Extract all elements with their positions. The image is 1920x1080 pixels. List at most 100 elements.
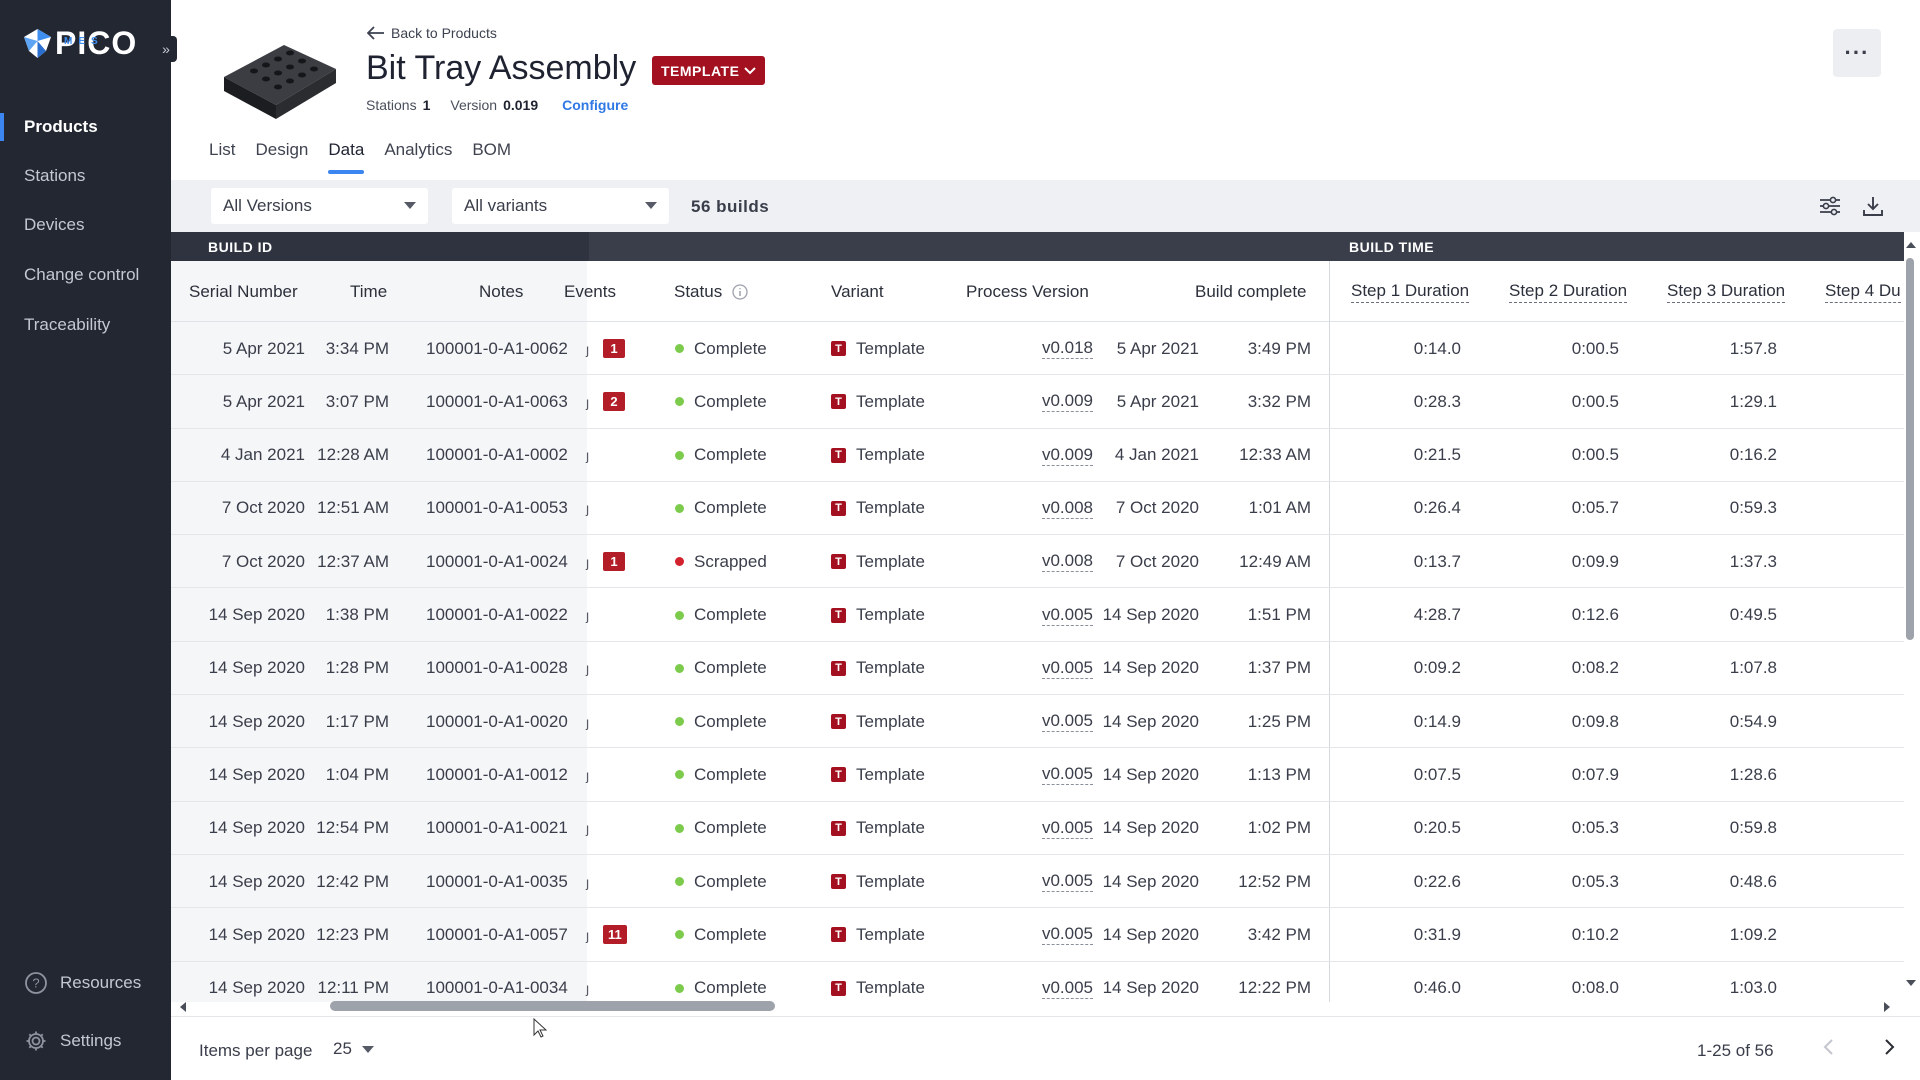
notes-icon[interactable]: ȷ: [586, 926, 590, 943]
col-variant[interactable]: Variant: [831, 261, 884, 322]
scroll-right-arrow-icon[interactable]: [1882, 1000, 1892, 1014]
event-count-badge[interactable]: 2: [603, 392, 625, 412]
items-per-page-select[interactable]: 25: [333, 1039, 374, 1059]
table-row[interactable]: 14 Sep 2020 1:28 PM 100001-0-A1-0028 ȷ Compl…: [171, 642, 1904, 696]
table-row[interactable]: 14 Sep 2020 12:11 PM 100001-0-A1-0034 ȷ Comp…: [171, 962, 1904, 1002]
process-version-link[interactable]: v0.009: [1041, 444, 1093, 466]
process-version-link[interactable]: v0.005: [1041, 764, 1093, 786]
tab-design[interactable]: Design: [255, 140, 309, 159]
cell-step2-duration: 0:07.9: [1571, 764, 1619, 784]
column-settings-button[interactable]: [1814, 190, 1846, 222]
notes-icon[interactable]: ȷ: [586, 820, 590, 837]
cell-time: 12:11 PM: [317, 978, 389, 998]
notes-icon[interactable]: ȷ: [586, 393, 590, 410]
process-version-link[interactable]: v0.005: [1041, 817, 1093, 839]
table-row[interactable]: 4 Jan 2021 12:28 AM 100001-0-A1-0002 ȷ Compl…: [171, 429, 1904, 482]
notes-icon[interactable]: ȷ: [586, 713, 590, 730]
variants-select[interactable]: All variants: [452, 188, 669, 224]
mouse-cursor-icon: [533, 1018, 547, 1038]
process-version-link[interactable]: v0.008: [1041, 497, 1093, 519]
event-count-badge[interactable]: 1: [603, 339, 625, 358]
col-build-complete[interactable]: Build complete: [1195, 261, 1307, 322]
notes-icon[interactable]: ȷ: [586, 766, 590, 783]
notes-icon[interactable]: ȷ: [586, 873, 590, 890]
table-row[interactable]: 14 Sep 2020 1:38 PM 100001-0-A1-0022 ȷ Compl…: [171, 589, 1904, 642]
table-row[interactable]: 14 Sep 2020 1:04 PM 100001-0-A1-0012 ȷ Compl…: [171, 748, 1904, 802]
notes-icon[interactable]: ȷ: [586, 980, 590, 997]
table-row[interactable]: 7 Oct 2020 12:37 AM 100001-0-A1-0024 ȷ 1 Scra…: [171, 535, 1904, 589]
template-badge-dropdown[interactable]: TEMPLATE: [652, 56, 766, 85]
sidebar-item-traceability[interactable]: Traceability: [0, 305, 171, 345]
notes-icon[interactable]: ȷ: [586, 660, 590, 677]
previous-page-button[interactable]: [1821, 1037, 1835, 1057]
sidebar-item-resources[interactable]: ? Resources: [24, 968, 141, 998]
sidebar-item-settings[interactable]: Settings: [24, 1026, 121, 1056]
scroll-down-arrow-icon[interactable]: [1904, 978, 1918, 988]
cell-step2-duration: 0:10.2: [1571, 924, 1619, 944]
vertical-scroll-thumb[interactable]: [1906, 258, 1914, 640]
more-options-button[interactable]: ···: [1833, 29, 1881, 77]
process-version-link[interactable]: v0.005: [1041, 604, 1093, 626]
cell-status: Complete: [675, 642, 805, 695]
status-text: Complete: [694, 391, 767, 411]
col-step4-duration[interactable]: Step 4 Du: [1825, 261, 1901, 322]
table-row[interactable]: 14 Sep 2020 1:17 PM 100001-0-A1-0020 ȷ Compl…: [171, 695, 1904, 749]
status-dot-icon: [675, 503, 684, 513]
table-row[interactable]: 14 Sep 2020 12:54 PM 100001-0-A1-0021 ȷ Comp…: [171, 802, 1904, 855]
tab-data[interactable]: Data: [328, 140, 364, 174]
event-count-badge[interactable]: 11: [603, 925, 627, 945]
status-dot-icon: [675, 877, 684, 886]
process-version-link[interactable]: v0.005: [1041, 871, 1093, 892]
next-page-button[interactable]: [1883, 1037, 1897, 1057]
cell-step1-duration: 0:46.0: [1413, 978, 1461, 998]
tab-analytics[interactable]: Analytics: [384, 140, 453, 159]
table-row[interactable]: 14 Sep 2020 12:23 PM 100001-0-A1-0057 ȷ 11 Co…: [171, 908, 1904, 962]
notes-icon[interactable]: ȷ: [586, 500, 590, 517]
notes-icon[interactable]: ȷ: [586, 340, 590, 357]
horizontal-scroll-thumb[interactable]: [330, 1001, 775, 1011]
col-serial-number[interactable]: Serial Number: [189, 261, 298, 322]
event-count-badge[interactable]: 1: [603, 552, 625, 572]
table-row[interactable]: 5 Apr 2021 3:07 PM 100001-0-A1-0063 ȷ 2 Compl…: [171, 375, 1904, 429]
variant-template-icon: T: [831, 980, 846, 996]
col-notes[interactable]: Notes: [479, 261, 523, 322]
process-version-link[interactable]: v0.005: [1041, 977, 1093, 999]
sidebar-item-change-control[interactable]: Change control: [0, 255, 171, 295]
process-version-link[interactable]: v0.005: [1041, 711, 1093, 733]
sidebar-collapse-button[interactable]: »: [155, 36, 177, 62]
process-version-link[interactable]: v0.008: [1041, 551, 1093, 573]
tab-bom[interactable]: BOM: [472, 140, 512, 159]
col-step3-duration[interactable]: Step 3 Duration: [1667, 261, 1786, 322]
table-row[interactable]: 5 Apr 2021 3:34 PM 100001-0-A1-0062 ȷ 1 Compl…: [171, 322, 1904, 376]
cell-step3-duration: 0:59.8: [1729, 818, 1777, 838]
sidebar-item-devices[interactable]: Devices: [0, 205, 171, 245]
configure-link[interactable]: Configure: [562, 97, 629, 113]
sidebar-item-products[interactable]: Products: [0, 107, 171, 147]
process-version-link[interactable]: v0.009: [1041, 391, 1093, 413]
col-events[interactable]: Events: [564, 261, 616, 322]
info-icon[interactable]: [732, 283, 748, 300]
col-status[interactable]: Status: [674, 261, 748, 322]
col-step2-duration[interactable]: Step 2 Duration: [1509, 261, 1628, 322]
scroll-up-arrow-icon[interactable]: [1904, 240, 1918, 250]
sidebar-item-stations[interactable]: Stations: [0, 156, 171, 196]
process-version-link[interactable]: v0.005: [1041, 924, 1093, 946]
notes-icon[interactable]: ȷ: [586, 447, 590, 464]
col-step1-duration[interactable]: Step 1 Duration: [1351, 261, 1470, 322]
notes-icon[interactable]: ȷ: [586, 607, 590, 623]
sidebar-item-label: Products: [24, 117, 98, 136]
col-time[interactable]: Time: [350, 261, 387, 322]
scroll-left-arrow-icon[interactable]: [178, 1000, 188, 1014]
table-row[interactable]: 14 Sep 2020 12:42 PM 100001-0-A1-0035 ȷ Comp…: [171, 855, 1904, 909]
versions-select[interactable]: All Versions: [211, 188, 428, 224]
process-version-link[interactable]: v0.018: [1041, 338, 1093, 359]
notes-icon[interactable]: ȷ: [586, 553, 590, 570]
back-to-products-link[interactable]: Back to Products: [367, 25, 497, 41]
col-process-version[interactable]: Process Version: [966, 261, 1089, 322]
app-logo[interactable]: PICO: [24, 27, 137, 59]
table-row[interactable]: 7 Oct 2020 12:51 AM 100001-0-A1-0053 ȷ Compl…: [171, 482, 1904, 536]
download-button[interactable]: [1857, 190, 1889, 222]
process-version-link[interactable]: v0.005: [1041, 657, 1093, 679]
tab-list[interactable]: List: [209, 140, 236, 159]
cell-serial: 100001-0-A1-0063: [426, 391, 568, 411]
